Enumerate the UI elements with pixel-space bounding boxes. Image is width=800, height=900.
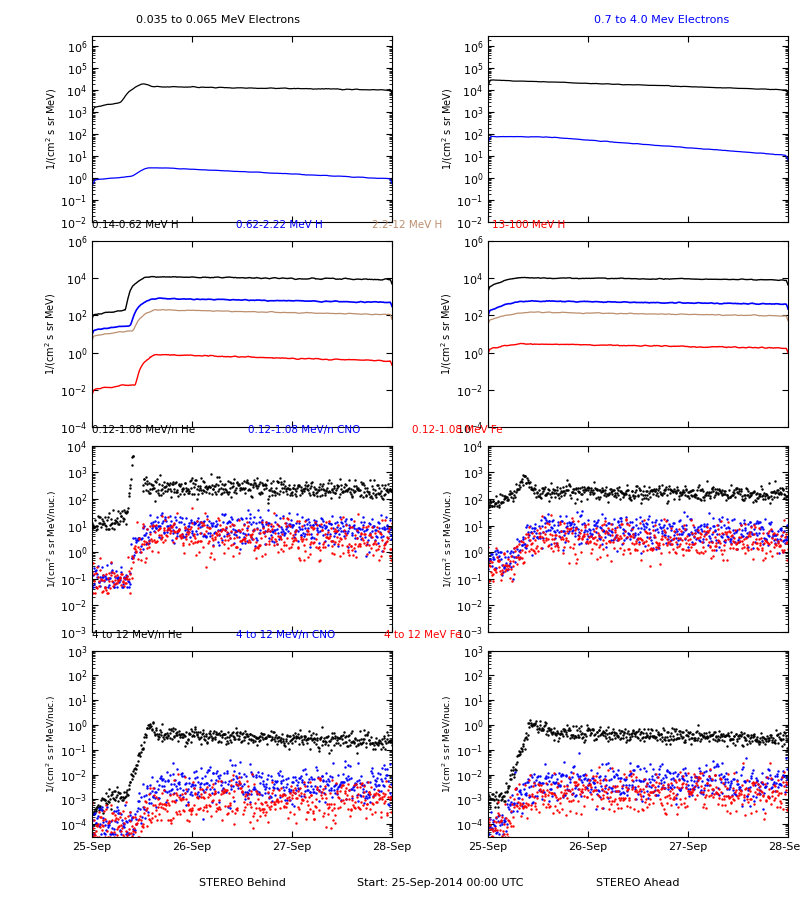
Text: STEREO Behind: STEREO Behind <box>198 878 286 887</box>
Text: 0.12-1.08 MeV Fe: 0.12-1.08 MeV Fe <box>412 425 502 435</box>
Text: 0.62-2.22 MeV H: 0.62-2.22 MeV H <box>236 220 322 230</box>
Y-axis label: 1/(cm$^2$ s sr MeV/nuc.): 1/(cm$^2$ s sr MeV/nuc.) <box>441 695 454 793</box>
Text: 0.7 to 4.0 Mev Electrons: 0.7 to 4.0 Mev Electrons <box>594 15 730 25</box>
Text: 4 to 12 MeV/n CNO: 4 to 12 MeV/n CNO <box>236 630 335 640</box>
Y-axis label: 1/(cm$^2$ s sr MeV/nuc.): 1/(cm$^2$ s sr MeV/nuc.) <box>442 490 454 589</box>
Text: 4 to 12 MeV/n He: 4 to 12 MeV/n He <box>92 630 182 640</box>
Y-axis label: 1/(cm$^2$ s sr MeV): 1/(cm$^2$ s sr MeV) <box>440 292 454 375</box>
Text: 4 to 12 MeV Fe: 4 to 12 MeV Fe <box>384 630 462 640</box>
Y-axis label: 1/(cm$^2$ s sr MeV): 1/(cm$^2$ s sr MeV) <box>44 292 58 375</box>
Text: STEREO Ahead: STEREO Ahead <box>596 878 680 887</box>
Y-axis label: 1/(cm$^2$ s sr MeV): 1/(cm$^2$ s sr MeV) <box>44 88 58 170</box>
Text: 0.035 to 0.065 MeV Electrons: 0.035 to 0.065 MeV Electrons <box>136 15 300 25</box>
Y-axis label: 1/(cm$^2$ s sr MeV): 1/(cm$^2$ s sr MeV) <box>440 88 454 170</box>
Text: 0.14-0.62 MeV H: 0.14-0.62 MeV H <box>92 220 178 230</box>
Text: 0.12-1.08 MeV/n He: 0.12-1.08 MeV/n He <box>92 425 195 435</box>
Text: 0.12-1.08 MeV/n CNO: 0.12-1.08 MeV/n CNO <box>248 425 360 435</box>
Y-axis label: 1/(cm$^2$ s sr MeV/nuc.): 1/(cm$^2$ s sr MeV/nuc.) <box>45 695 58 793</box>
Text: 2.2-12 MeV H: 2.2-12 MeV H <box>372 220 442 230</box>
Text: Start: 25-Sep-2014 00:00 UTC: Start: 25-Sep-2014 00:00 UTC <box>357 878 523 887</box>
Y-axis label: 1/(cm$^2$ s sr MeV/nuc.): 1/(cm$^2$ s sr MeV/nuc.) <box>46 490 58 589</box>
Text: 13-100 MeV H: 13-100 MeV H <box>492 220 566 230</box>
